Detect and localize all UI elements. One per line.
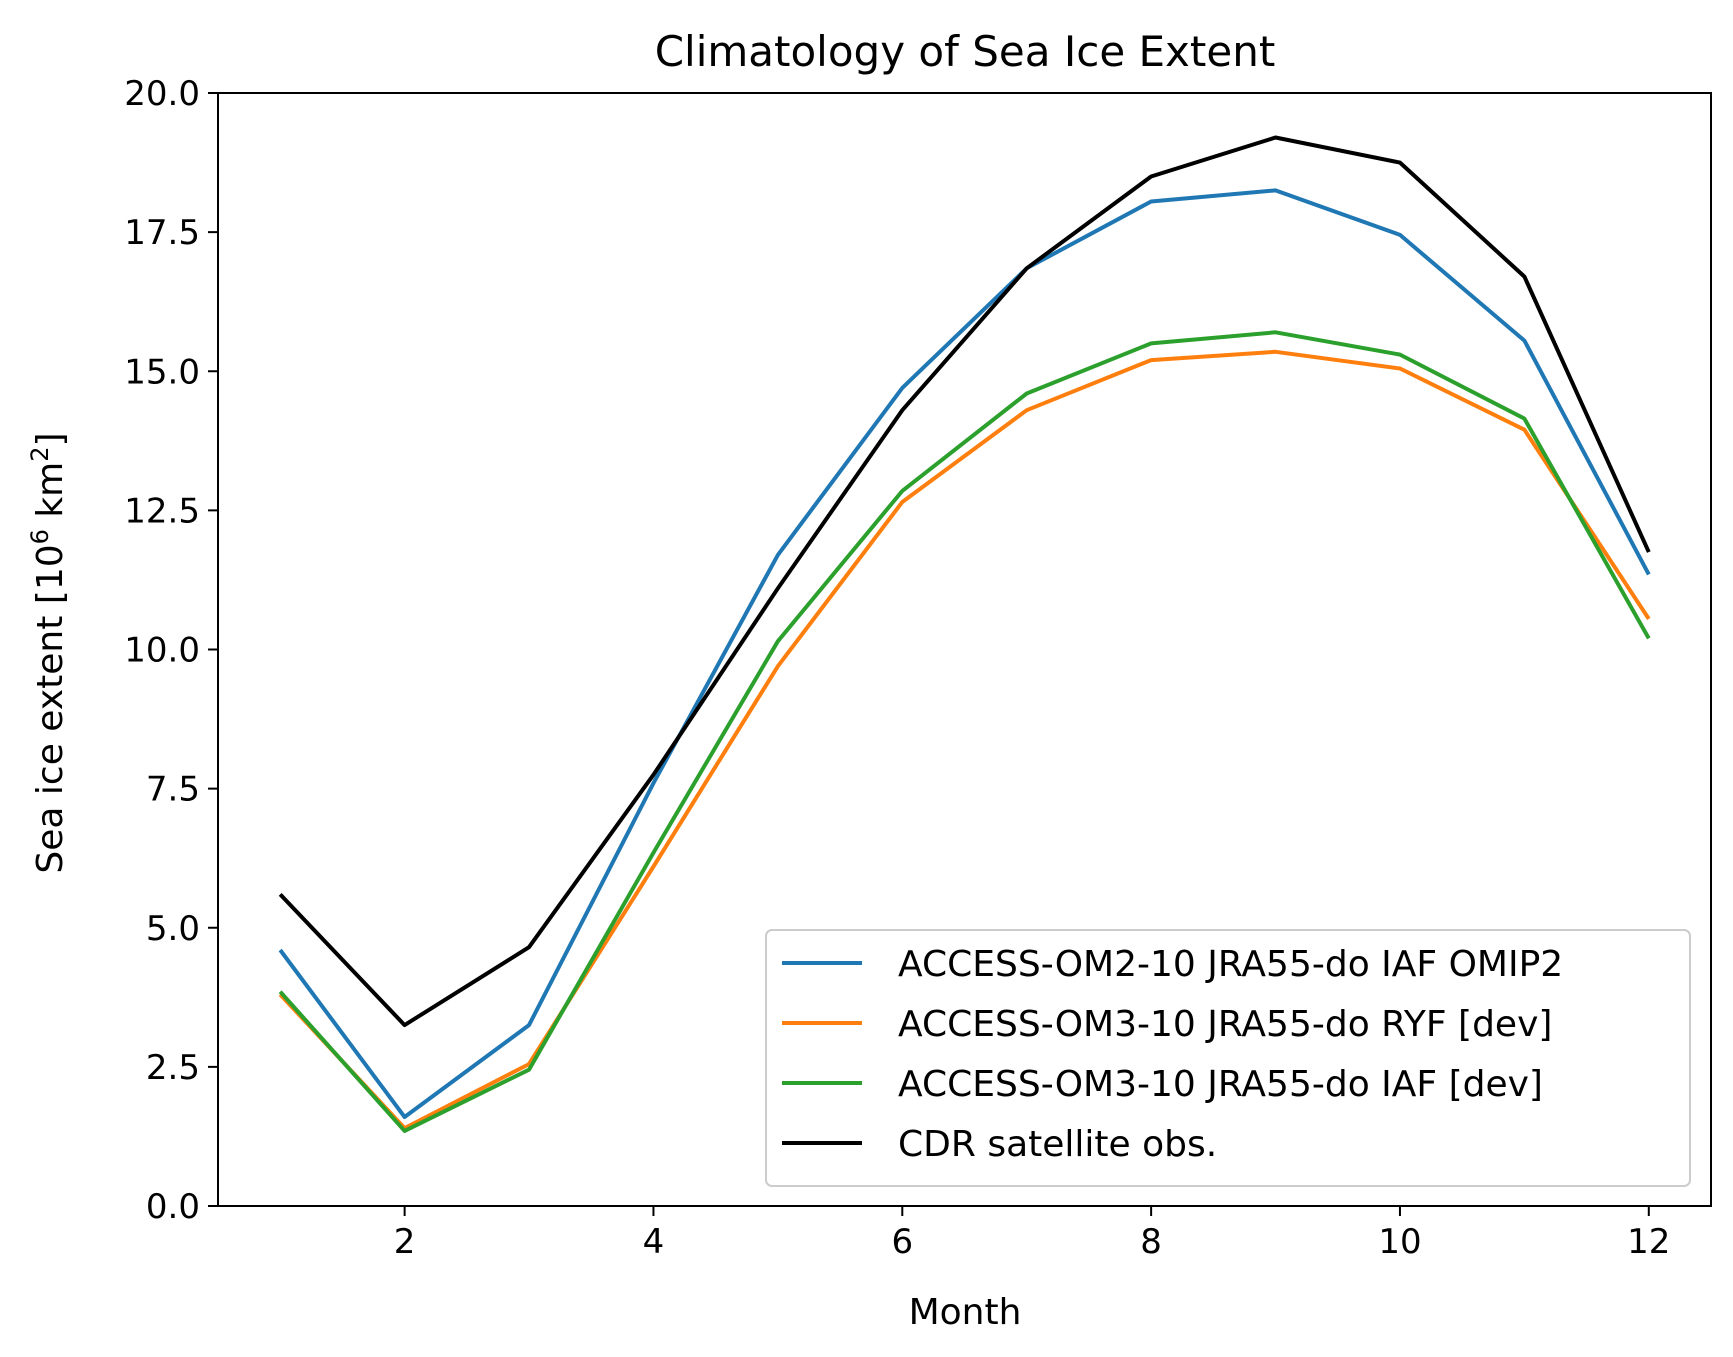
y-axis-label-unit: km xyxy=(30,462,71,529)
x-tick-label: 2 xyxy=(394,1222,416,1262)
series-lines xyxy=(278,135,1651,1133)
plot-frame xyxy=(217,92,1712,1207)
y-tick-label: 10.0 xyxy=(124,631,200,671)
y-tick-label: 20.0 xyxy=(124,74,200,114)
y-axis-label-close: ] xyxy=(30,432,71,446)
y-axis-label-main: Sea ice extent [10 xyxy=(30,544,71,873)
legend-box xyxy=(765,929,1691,1187)
y-tick-label: 0.0 xyxy=(146,1187,200,1227)
series-line-1 xyxy=(278,188,1651,1119)
legend: ACCESS-OM2-10 JRA55-do IAF OMIP2 ACCESS-O… xyxy=(765,929,1691,1187)
x-tick-label: 6 xyxy=(891,1222,913,1262)
legend-label-1: ACCESS-OM2-10 JRA55-do IAF OMIP2 xyxy=(898,944,1563,985)
y-axis-ticks: 0.0 2.5 5.0 7.5 10.0 12.5 15.0 17.5 20.0 xyxy=(124,74,218,1227)
y-axis-label-exponent-2: 2 xyxy=(26,446,54,461)
series-line-4 xyxy=(278,135,1651,1028)
legend-label-4: CDR satellite obs. xyxy=(898,1124,1217,1165)
y-tick-label: 15.0 xyxy=(124,352,200,392)
y-tick-label: 12.5 xyxy=(124,491,200,531)
x-tick-label: 12 xyxy=(1627,1222,1670,1262)
x-tick-label: 8 xyxy=(1140,1222,1162,1262)
y-tick-label: 5.0 xyxy=(146,909,200,949)
x-axis-label: Month xyxy=(909,1292,1022,1333)
x-axis-ticks: 2 4 6 8 10 12 xyxy=(394,1206,1670,1262)
y-tick-label: 7.5 xyxy=(146,770,200,810)
legend-label-2: ACCESS-OM3-10 JRA55-do RYF [dev] xyxy=(898,1004,1552,1045)
y-tick-label: 17.5 xyxy=(124,213,200,253)
x-tick-label: 4 xyxy=(643,1222,665,1262)
legend-label-3: ACCESS-OM3-10 JRA55-do IAF [dev] xyxy=(898,1064,1543,1105)
chart-title: Climatology of Sea Ice Extent xyxy=(655,27,1276,76)
y-axis-label: Sea ice extent [106 km2] xyxy=(26,432,71,873)
y-tick-label: 2.5 xyxy=(146,1048,200,1088)
series-line-3 xyxy=(278,330,1651,1133)
y-axis-label-exponent-6: 6 xyxy=(26,529,54,544)
x-tick-label: 10 xyxy=(1378,1222,1421,1262)
series-line-2 xyxy=(278,349,1651,1131)
